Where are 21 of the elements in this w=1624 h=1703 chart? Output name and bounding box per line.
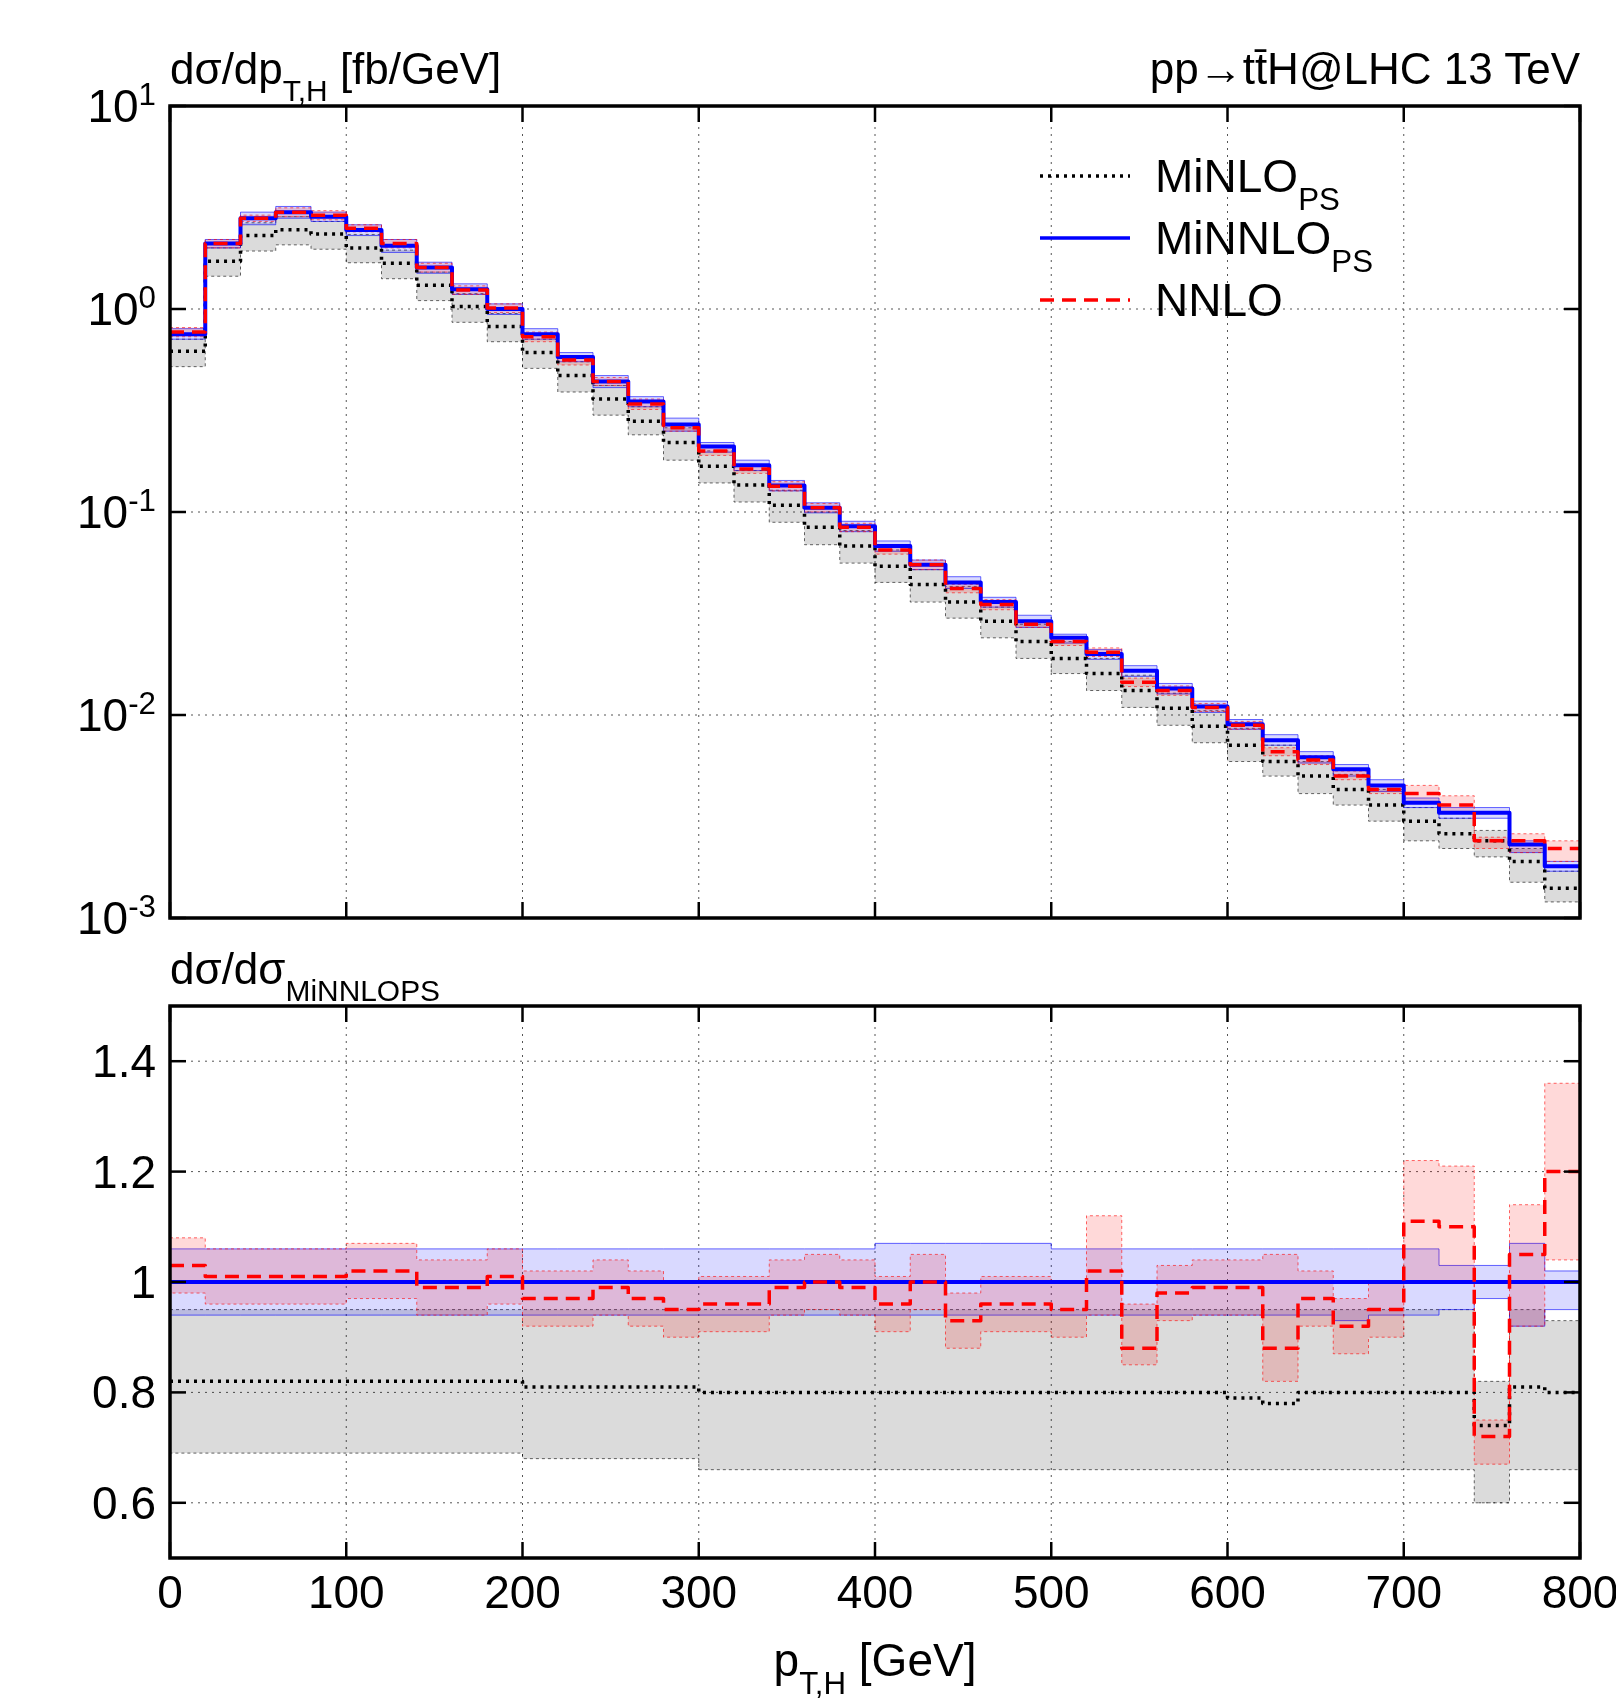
y-tick-label: 1.4 bbox=[92, 1035, 156, 1088]
chart-title: pp→tt̄H@LHC 13 TeV bbox=[1149, 44, 1581, 93]
x-tick-label: 100 bbox=[307, 1566, 385, 1618]
x-axis-title: p$_{T,H}$ [GeV] bbox=[773, 1634, 977, 1701]
y-tick-label: 10$^{-1}$ bbox=[77, 482, 156, 538]
x-tick-label: 500 bbox=[1012, 1566, 1090, 1618]
y-tick-label: 10$^{1}$ bbox=[87, 76, 156, 132]
x-tick-label: 600 bbox=[1189, 1566, 1266, 1618]
y-tick-label: 1.2 bbox=[92, 1145, 156, 1198]
y-tick-label: 10$^{-2}$ bbox=[77, 685, 156, 741]
x-tick-label: 300 bbox=[660, 1566, 738, 1618]
y-tick-label: 0.8 bbox=[92, 1366, 156, 1419]
y-tick-label: 10$^{-3}$ bbox=[77, 888, 156, 944]
y-axis-title: dσ/dp$_{T,H}$ [fb/GeV] bbox=[170, 44, 502, 107]
x-tick-label: 200 bbox=[484, 1566, 561, 1618]
y-tick-label: 0.6 bbox=[92, 1476, 156, 1529]
y-tick-label: 1 bbox=[130, 1256, 156, 1308]
x-tick-label: 400 bbox=[836, 1566, 914, 1618]
x-tick-label: 0 bbox=[157, 1566, 183, 1618]
y-tick-label: 10$^{0}$ bbox=[87, 279, 156, 335]
x-tick-label: 700 bbox=[1365, 1566, 1443, 1618]
